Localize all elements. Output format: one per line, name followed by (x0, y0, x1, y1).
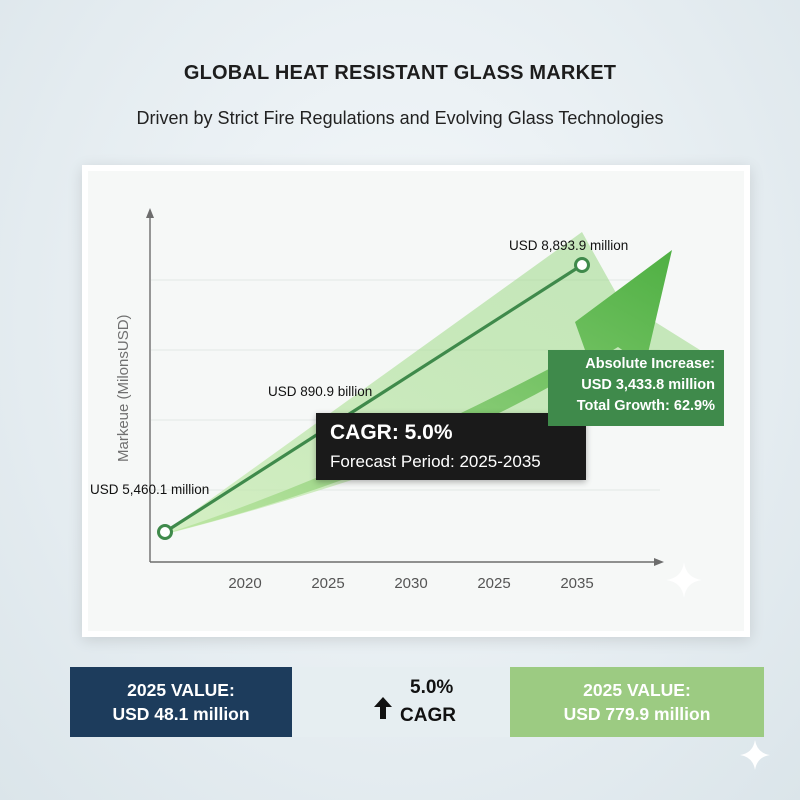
increase-line-1: Absolute Increase: (585, 356, 715, 372)
cagr-title: CAGR: 5.0% (330, 421, 453, 444)
absolute-increase-callout: Absolute Increase: USD 3,433.8 million T… (548, 350, 724, 426)
summary-mid-tile: 5.0% CAGR (292, 667, 510, 737)
page-title: GLOBAL HEAT RESISTANT GLASS MARKET (183, 62, 617, 84)
y-axis-arrowhead (146, 208, 154, 218)
right-value-label: 2025 VALUE: (583, 680, 691, 700)
x-axis-arrowhead (654, 558, 664, 566)
right-value: USD 779.9 million (563, 704, 711, 724)
data-label: USD 5,460.1 million (90, 482, 209, 497)
summary-bar: 2025 VALUE: USD 48.1 million 5.0% CAGR 2… (70, 667, 764, 737)
x-tick-label: 2025 (477, 575, 510, 592)
data-point (157, 524, 173, 540)
summary-right-tile: 2025 VALUE: USD 779.9 million (510, 667, 764, 737)
up-arrow-icon (374, 697, 392, 719)
data-label: USD 8,893.9 million (509, 238, 628, 253)
sparkle-icon (740, 740, 770, 770)
data-label: USD 890.9 billion (268, 384, 372, 399)
x-tick-label: 2030 (394, 575, 427, 592)
x-tick-label: 2020 (228, 575, 261, 592)
increase-line-3: Total Growth: 62.9% (576, 398, 715, 414)
forecast-period: Forecast Period: 2025-2035 (330, 452, 541, 471)
cagr-callout: CAGR: 5.0% Forecast Period: 2025-2035 (316, 413, 586, 480)
page-subtitle: Driven by Strict Fire Regulations and Ev… (136, 108, 664, 128)
x-tick-label: 2035 (560, 575, 593, 592)
summary-left-tile: 2025 VALUE: USD 48.1 million (70, 667, 292, 737)
y-axis-label: Markeue (MilonsUSD) (115, 314, 132, 462)
data-point (574, 257, 590, 273)
series-line (164, 263, 583, 534)
growth-area (165, 232, 700, 533)
increase-line-2: USD 3,433.8 million (581, 377, 715, 393)
cagr-label: CAGR (400, 705, 456, 726)
cagr-percent: 5.0% (410, 677, 454, 698)
left-value-label: 2025 VALUE: (127, 680, 235, 700)
x-tick-label: 2025 (311, 575, 344, 592)
left-value: USD 48.1 million (112, 704, 250, 724)
sparkle-icon (666, 562, 702, 598)
